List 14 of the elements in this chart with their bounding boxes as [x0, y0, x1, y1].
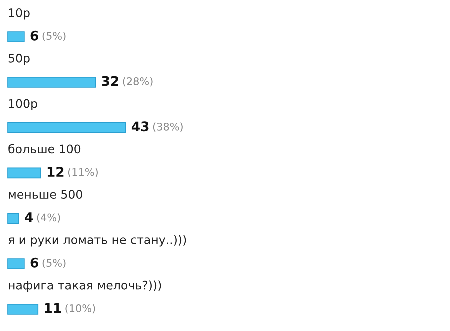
- data-label: 12 (11%): [48, 167, 98, 178]
- data-label: 43 (38%): [132, 122, 183, 132]
- data-label: 32 (28%): [102, 76, 153, 87]
- data-label: 11 (10%): [45, 303, 96, 314]
- y-tick-label: больше 100: [8, 144, 81, 154]
- y-tick-label: 50р: [8, 54, 30, 66]
- y-tick-label: меньше 500: [9, 190, 82, 200]
- data-label: 4 (4%): [25, 212, 60, 223]
- y-tick-label: я и руки ломать не стану..))): [8, 235, 186, 247]
- y-tick-label: нафига такая мелочь?))): [9, 280, 162, 292]
- data-label: 6 (5%): [30, 258, 66, 268]
- data-label: 6 (5%): [30, 30, 66, 42]
- y-tick-label: 100р: [9, 99, 38, 111]
- y-tick-label: 10р: [9, 8, 30, 20]
